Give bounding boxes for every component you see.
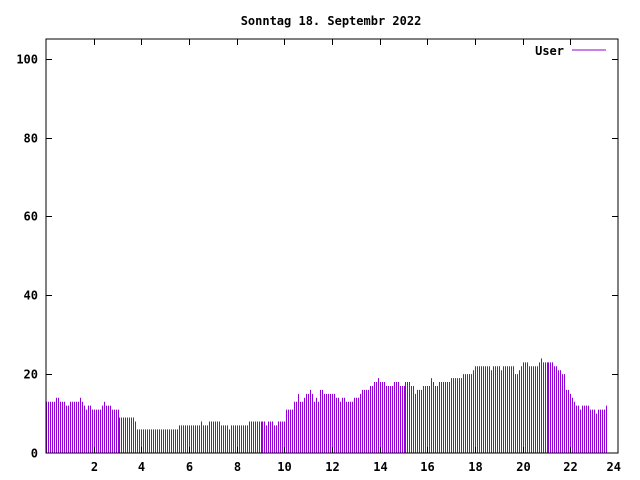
chart-title: Sonntag 18. Septembr 2022 [241,14,422,28]
x-tick-label-14: 14 [373,460,387,474]
y-tick-label-80: 80 [24,132,38,146]
x-axis: 2 4 6 8 10 12 14 16 18 20 22 24 [91,39,621,474]
y-tick-label-100: 100 [16,53,38,67]
legend: User [535,44,606,58]
y-tick-label-40: 40 [24,289,38,303]
x-tick-label-8: 8 [234,460,241,474]
x-tick-label-16: 16 [420,460,434,474]
y-tick-label-20: 20 [24,368,38,382]
x-tick-label-2: 2 [91,460,98,474]
y-axis: 0 20 40 60 80 100 [16,53,618,461]
plot-frame [45,38,619,454]
y-tick-label-60: 60 [24,210,38,224]
y-tick-label-0: 0 [31,447,38,461]
legend-label-user: User [535,44,564,58]
x-tick-label-22: 22 [563,460,577,474]
x-tick-label-10: 10 [277,460,291,474]
x-tick-label-4: 4 [138,460,145,474]
series-bars [46,358,607,453]
x-tick-label-12: 12 [325,460,339,474]
x-tick-label-6: 6 [186,460,193,474]
x-tick-label-24: 24 [607,460,621,474]
x-tick-label-18: 18 [468,460,482,474]
x-tick-label-20: 20 [516,460,530,474]
